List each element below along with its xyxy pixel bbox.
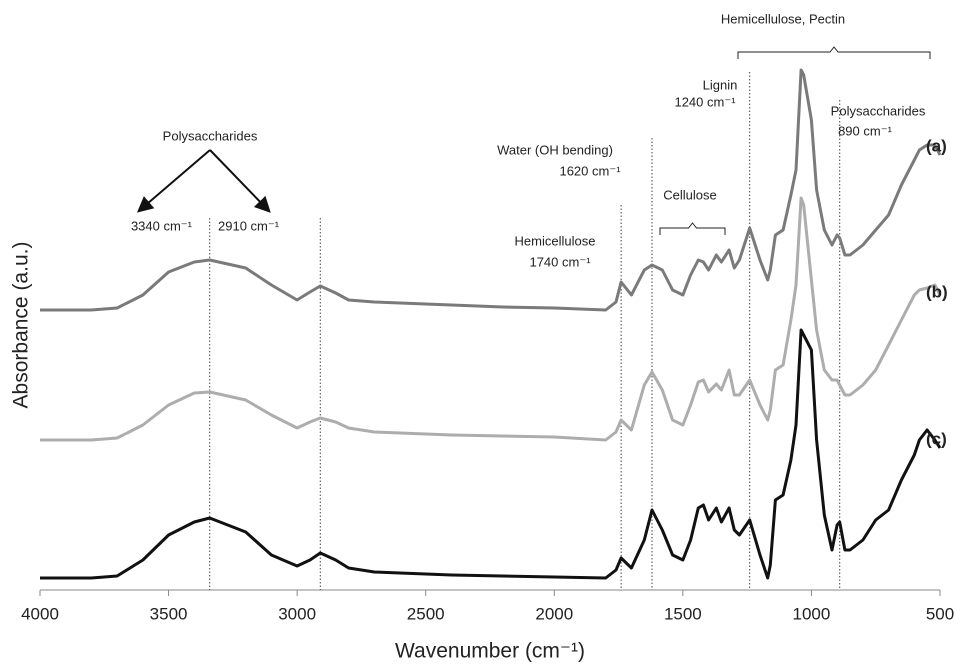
spectrum-line (40, 328, 942, 580)
annotation: 1740 cm⁻¹ (529, 254, 591, 269)
y-axis-label: Absorbance (a.u.) (10, 242, 33, 409)
bracket (659, 222, 726, 235)
annotation: 1240 cm⁻¹ (674, 94, 736, 109)
annotation: 2910 cm⁻¹ (218, 218, 280, 233)
x-tick-label: 2000 (535, 604, 573, 623)
series-label: (c) (926, 429, 947, 448)
series-label: (b) (926, 282, 948, 301)
annotation: Cellulose (663, 187, 716, 202)
x-tick-label: 4000 (21, 604, 59, 623)
annotation: Polysaccharides (831, 103, 926, 118)
x-axis-label: Wavenumber (cm⁻¹) (395, 640, 585, 663)
spectrum-line (40, 196, 942, 442)
annotation: Polysaccharides (163, 128, 258, 143)
series-label: (a) (926, 136, 947, 155)
arrow (209, 149, 271, 213)
annotation: Hemicellulose (515, 233, 596, 248)
arrow (136, 149, 211, 213)
annotation: 890 cm⁻¹ (838, 123, 892, 138)
annotation: Hemicellulose, Pectin (721, 11, 845, 26)
x-tick-label: 3500 (150, 604, 188, 623)
annotation: Lignin (703, 77, 738, 92)
x-tick-label: 1000 (793, 604, 831, 623)
x-tick-label: 2500 (407, 604, 445, 623)
bracket (737, 46, 931, 59)
annotation: 1620 cm⁻¹ (559, 163, 621, 178)
spectrum-line (40, 68, 942, 312)
x-tick-label: 3000 (278, 604, 316, 623)
x-tick-label: 500 (926, 604, 954, 623)
x-tick-label: 1500 (664, 604, 702, 623)
annotation: 3340 cm⁻¹ (131, 218, 193, 233)
annotation: Water (OH bending) (497, 142, 613, 157)
